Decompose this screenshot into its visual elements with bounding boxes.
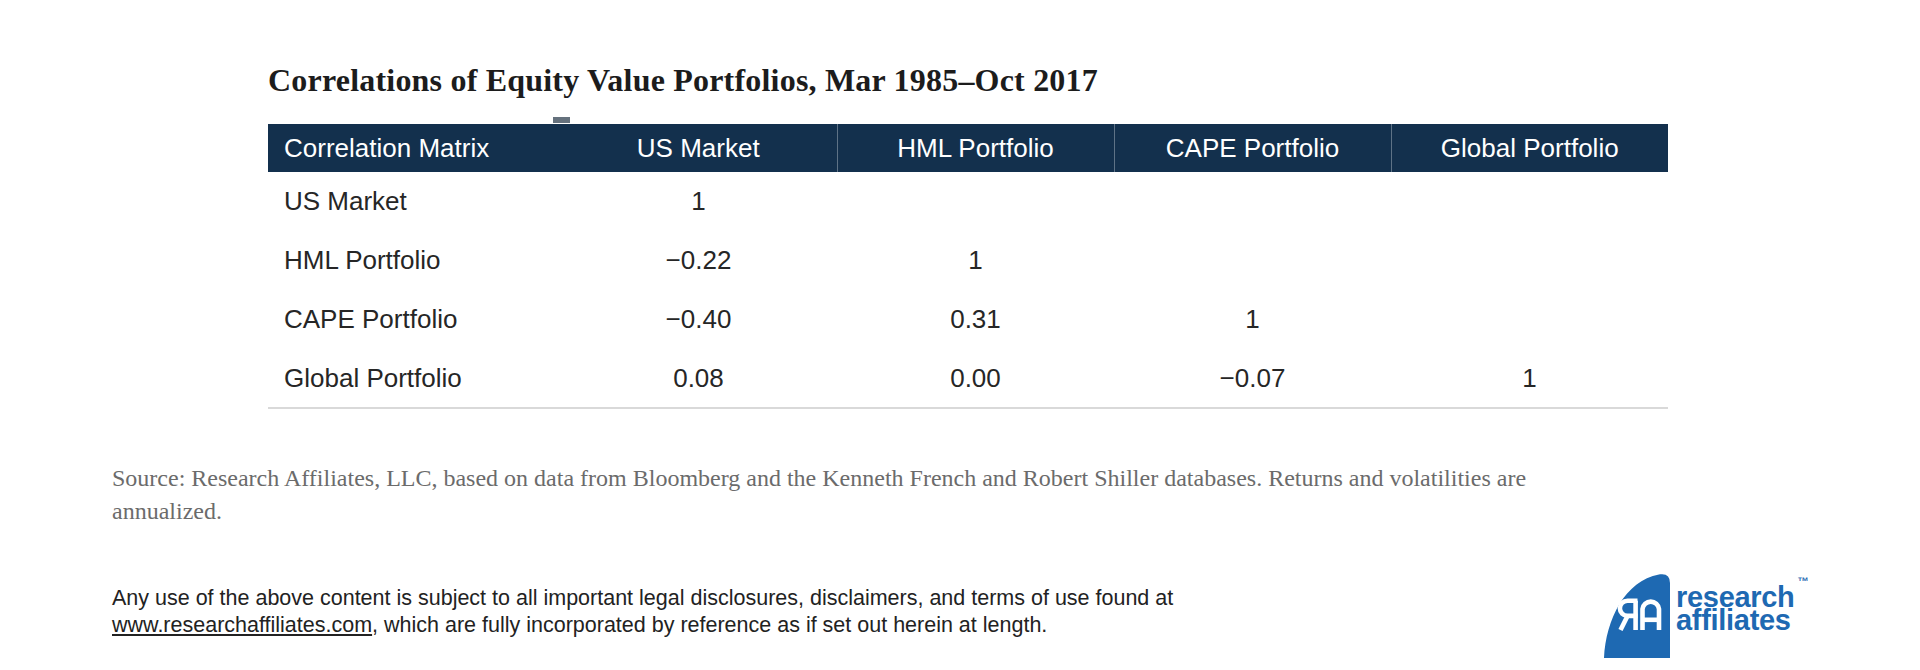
legal-text-line1: Any use of the above content is subject … bbox=[112, 586, 1173, 610]
correlation-table: Correlation Matrix US Market HML Portfol… bbox=[268, 124, 1668, 409]
row-label: Global Portfolio bbox=[268, 349, 560, 408]
table-cell: 1 bbox=[837, 231, 1114, 290]
table-cell bbox=[1391, 231, 1668, 290]
table-cell: 1 bbox=[1114, 290, 1391, 349]
row-label: US Market bbox=[268, 172, 560, 231]
legal-text-line2: , which are fully incorporated by refere… bbox=[372, 613, 1047, 637]
table-cell: −0.22 bbox=[560, 231, 837, 290]
table-cell: −0.40 bbox=[560, 290, 837, 349]
page-title: Correlations of Equity Value Portfolios,… bbox=[268, 62, 1098, 99]
column-header-matrix: Correlation Matrix bbox=[268, 124, 560, 172]
research-affiliates-link[interactable]: www.researchaffiliates.com bbox=[112, 613, 372, 637]
table-cell: 0.31 bbox=[837, 290, 1114, 349]
table-cell bbox=[837, 172, 1114, 231]
table-cell: −0.07 bbox=[1114, 349, 1391, 408]
trademark-symbol: ™ bbox=[1798, 575, 1809, 587]
table-cell: 1 bbox=[1391, 349, 1668, 408]
table-row: US Market 1 bbox=[268, 172, 1668, 231]
table-cell bbox=[1114, 172, 1391, 231]
table-cell: 1 bbox=[560, 172, 837, 231]
column-header-hml: HML Portfolio bbox=[837, 124, 1114, 172]
row-label: HML Portfolio bbox=[268, 231, 560, 290]
legal-disclaimer: Any use of the above content is subject … bbox=[112, 585, 1362, 639]
table-cell bbox=[1391, 290, 1668, 349]
table-row: Global Portfolio 0.08 0.00 −0.07 1 bbox=[268, 349, 1668, 408]
column-header-cape: CAPE Portfolio bbox=[1114, 124, 1391, 172]
column-header-us-market: US Market bbox=[560, 124, 837, 172]
table-cell bbox=[1114, 231, 1391, 290]
source-note-line2: annualized. bbox=[112, 495, 1732, 528]
table-cell bbox=[1391, 172, 1668, 231]
research-affiliates-logo: research™ affiliates bbox=[1604, 574, 1834, 664]
table-row: HML Portfolio −0.22 1 bbox=[268, 231, 1668, 290]
row-label: CAPE Portfolio bbox=[268, 290, 560, 349]
research-affiliates-monogram-icon bbox=[1604, 574, 1670, 658]
source-note-line1: Source: Research Affiliates, LLC, based … bbox=[112, 462, 1732, 495]
table-cell: 0.00 bbox=[837, 349, 1114, 408]
table-row: CAPE Portfolio −0.40 0.31 1 bbox=[268, 290, 1668, 349]
column-header-global: Global Portfolio bbox=[1391, 124, 1668, 172]
logo-wordmark: research™ affiliates bbox=[1676, 581, 1805, 632]
table-cell: 0.08 bbox=[560, 349, 837, 408]
smudge-artifact bbox=[553, 117, 570, 123]
source-note: Source: Research Affiliates, LLC, based … bbox=[112, 462, 1732, 528]
logo-word-affiliates: affiliates bbox=[1676, 604, 1791, 636]
table-header-row: Correlation Matrix US Market HML Portfol… bbox=[268, 124, 1668, 172]
